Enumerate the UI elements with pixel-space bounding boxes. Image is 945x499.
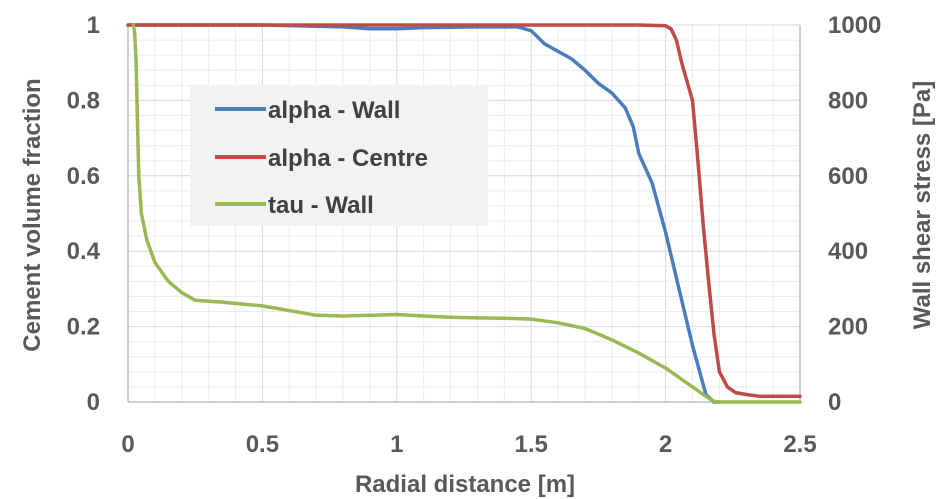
right-tick-label: 400 <box>828 238 868 265</box>
x-axis-ticks: 0 0.5 1 1.5 2 2.5 <box>121 431 816 458</box>
x-tick-label: 0 <box>121 431 134 458</box>
right-axis-title: Wall shear stress [Pa] <box>909 81 936 330</box>
x-tick-label: 1 <box>390 431 403 458</box>
right-tick-label: 0 <box>828 389 841 416</box>
series-line-alpha-centre <box>126 23 802 399</box>
left-tick-label: 1 <box>87 12 100 39</box>
left-tick-label: 0.8 <box>67 87 100 114</box>
series-layer <box>126 23 802 404</box>
x-tick-label: 2 <box>659 431 672 458</box>
left-tick-label: 0.2 <box>67 314 100 341</box>
plot-area <box>127 25 801 403</box>
right-tick-label: 600 <box>828 163 868 190</box>
left-axis-ticks: 0 0.2 0.4 0.6 0.8 1 <box>67 12 101 416</box>
legend-label-alpha-wall: alpha - Wall <box>268 97 400 124</box>
left-tick-label: 0 <box>87 389 100 416</box>
legend-label-alpha-centre: alpha - Centre <box>268 145 428 172</box>
series-line-tau-wall <box>131 23 802 404</box>
left-tick-label: 0.4 <box>67 238 101 265</box>
left-axis-title: Cement volume fraction <box>19 78 46 351</box>
x-tick-label: 2.5 <box>783 431 816 458</box>
legend: alpha - Wall alpha - Centre tau - Wall <box>190 85 488 226</box>
right-tick-label: 800 <box>828 87 868 114</box>
x-tick-label: 0.5 <box>246 431 279 458</box>
right-tick-label: 1000 <box>828 12 881 39</box>
series-line-alpha-wall <box>126 23 722 404</box>
left-tick-label: 0.6 <box>67 163 100 190</box>
right-axis-ticks: 0 200 400 600 800 1000 <box>828 12 881 416</box>
right-tick-label: 200 <box>828 314 868 341</box>
x-tick-label: 1.5 <box>515 431 548 458</box>
legend-label-tau-wall: tau - Wall <box>268 192 374 219</box>
x-axis-title: Radial distance [m] <box>355 471 575 498</box>
